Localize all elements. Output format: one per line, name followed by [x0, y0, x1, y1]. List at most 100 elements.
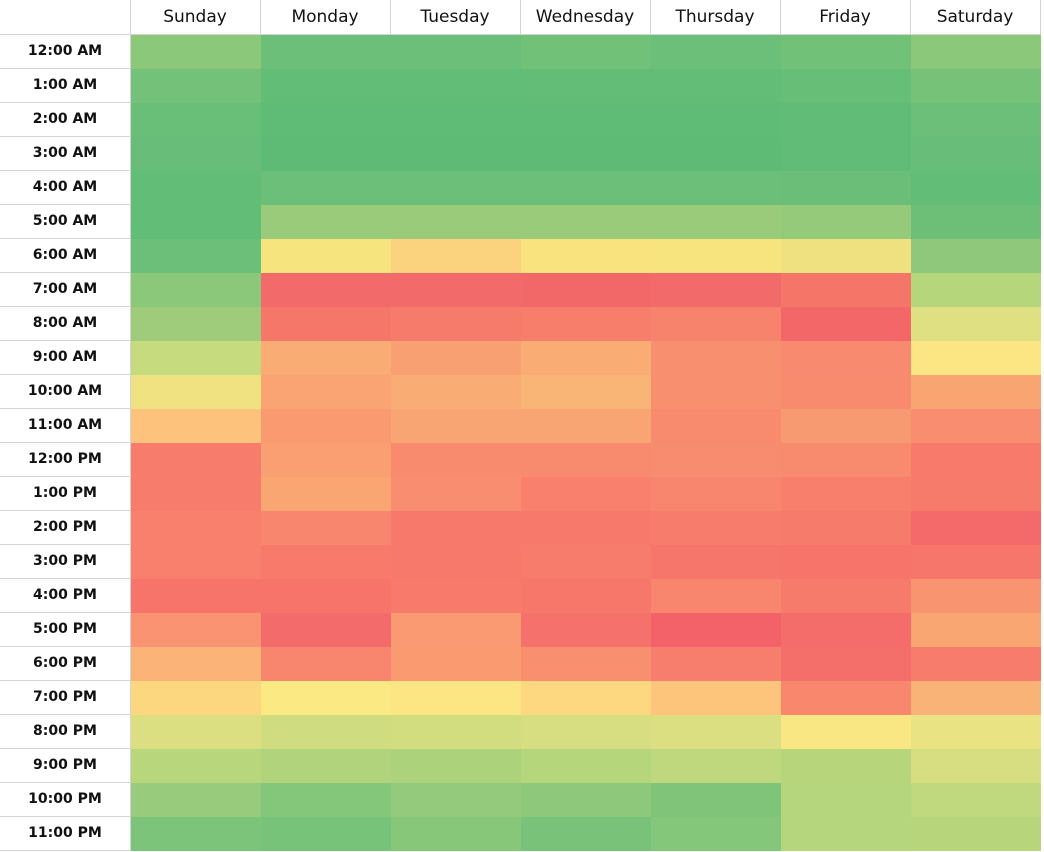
- heat-cell: [131, 341, 261, 375]
- heat-cell: [651, 375, 781, 409]
- heat-cell: [911, 341, 1041, 375]
- heat-cell: [521, 681, 651, 715]
- row-label: 12:00 AM: [0, 34, 131, 69]
- heat-cell: [781, 545, 911, 579]
- heat-cell: [651, 681, 781, 715]
- row-label: 7:00 PM: [0, 680, 131, 715]
- heat-cell: [781, 205, 911, 239]
- heat-cell: [911, 579, 1041, 613]
- heat-cell: [521, 341, 651, 375]
- heat-cell: [911, 205, 1041, 239]
- heat-cell: [781, 783, 911, 817]
- heat-cell: [911, 783, 1041, 817]
- row-label: 10:00 AM: [0, 374, 131, 409]
- heat-cell: [391, 205, 521, 239]
- heat-cell: [651, 171, 781, 205]
- heat-cell: [521, 579, 651, 613]
- heat-cell: [131, 137, 261, 171]
- heat-cell: [651, 103, 781, 137]
- heat-cell: [391, 715, 521, 749]
- heat-cell: [131, 307, 261, 341]
- heat-cell: [781, 375, 911, 409]
- heat-cell: [131, 545, 261, 579]
- heat-cell: [651, 477, 781, 511]
- heat-cell: [261, 545, 391, 579]
- heat-cell: [391, 409, 521, 443]
- heat-cell: [131, 647, 261, 681]
- heat-cell: [781, 409, 911, 443]
- row-label: 11:00 AM: [0, 408, 131, 443]
- heat-cell: [131, 749, 261, 783]
- heat-cell: [911, 545, 1041, 579]
- heat-cell: [521, 647, 651, 681]
- heat-cell: [781, 171, 911, 205]
- heat-cell: [391, 375, 521, 409]
- row-label: 4:00 AM: [0, 170, 131, 205]
- heat-cell: [781, 681, 911, 715]
- heat-cell: [651, 69, 781, 103]
- heat-cell: [781, 103, 911, 137]
- heat-cell: [781, 477, 911, 511]
- heat-cell: [521, 409, 651, 443]
- heat-cell: [781, 35, 911, 69]
- heat-cell: [781, 817, 911, 851]
- heat-cell: [651, 239, 781, 273]
- heat-cell: [521, 307, 651, 341]
- heat-cell: [131, 715, 261, 749]
- row-label: 6:00 PM: [0, 646, 131, 681]
- column-header: Tuesday: [390, 0, 521, 35]
- heat-cell: [911, 239, 1041, 273]
- heat-cell: [131, 171, 261, 205]
- heat-cell: [651, 273, 781, 307]
- heat-cell: [391, 307, 521, 341]
- heat-cell: [521, 205, 651, 239]
- heat-cell: [131, 103, 261, 137]
- heat-cell: [261, 613, 391, 647]
- heat-cell: [651, 443, 781, 477]
- heat-cell: [651, 341, 781, 375]
- heat-cell: [911, 35, 1041, 69]
- heat-cell: [521, 511, 651, 545]
- heat-cell: [521, 443, 651, 477]
- heat-cell: [131, 273, 261, 307]
- heat-cell: [391, 273, 521, 307]
- heat-cell: [911, 171, 1041, 205]
- row-label: 10:00 PM: [0, 782, 131, 817]
- heat-cell: [391, 613, 521, 647]
- heat-cell: [261, 477, 391, 511]
- heat-cell: [131, 579, 261, 613]
- heat-cell: [911, 409, 1041, 443]
- heat-cell: [521, 545, 651, 579]
- column-header: Friday: [780, 0, 911, 35]
- heat-cell: [521, 137, 651, 171]
- heat-cell: [261, 69, 391, 103]
- heat-cell: [261, 511, 391, 545]
- heat-cell: [521, 171, 651, 205]
- heat-cell: [911, 375, 1041, 409]
- heat-cell: [521, 715, 651, 749]
- heat-cell: [131, 817, 261, 851]
- heat-cell: [911, 511, 1041, 545]
- heat-cell: [651, 35, 781, 69]
- heat-cell: [651, 137, 781, 171]
- row-label: 1:00 AM: [0, 68, 131, 103]
- heat-cell: [391, 171, 521, 205]
- heat-cell: [261, 171, 391, 205]
- heat-cell: [261, 715, 391, 749]
- heat-cell: [781, 715, 911, 749]
- heat-cell: [651, 783, 781, 817]
- heat-cell: [391, 817, 521, 851]
- heat-cell: [261, 579, 391, 613]
- heat-cell: [131, 783, 261, 817]
- row-label: 3:00 AM: [0, 136, 131, 171]
- heat-cell: [781, 137, 911, 171]
- column-header: Sunday: [130, 0, 261, 35]
- heat-cell: [911, 307, 1041, 341]
- heat-cell: [131, 69, 261, 103]
- heat-cell: [521, 35, 651, 69]
- heat-cell: [521, 783, 651, 817]
- column-header: Saturday: [910, 0, 1041, 35]
- heat-cell: [261, 239, 391, 273]
- column-header: Thursday: [650, 0, 781, 35]
- heat-cell: [521, 103, 651, 137]
